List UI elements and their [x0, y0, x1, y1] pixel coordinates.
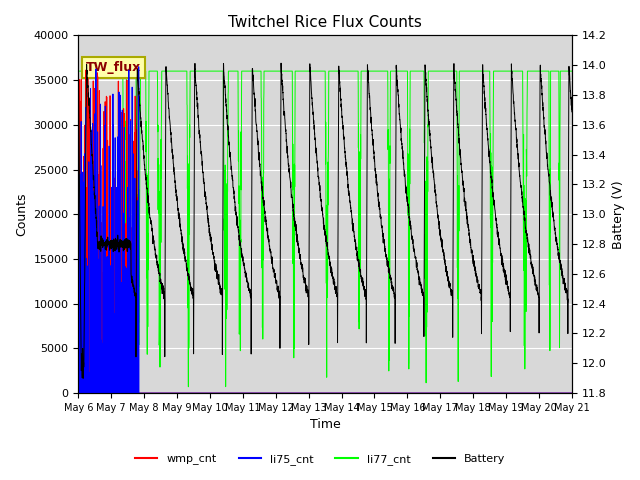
- Title: Twitchel Rice Flux Counts: Twitchel Rice Flux Counts: [228, 15, 422, 30]
- X-axis label: Time: Time: [310, 419, 340, 432]
- Text: TW_flux: TW_flux: [86, 61, 141, 74]
- Y-axis label: Battery (V): Battery (V): [612, 180, 625, 249]
- Legend: wmp_cnt, li75_cnt, li77_cnt, Battery: wmp_cnt, li75_cnt, li77_cnt, Battery: [131, 450, 509, 469]
- Y-axis label: Counts: Counts: [15, 192, 28, 236]
